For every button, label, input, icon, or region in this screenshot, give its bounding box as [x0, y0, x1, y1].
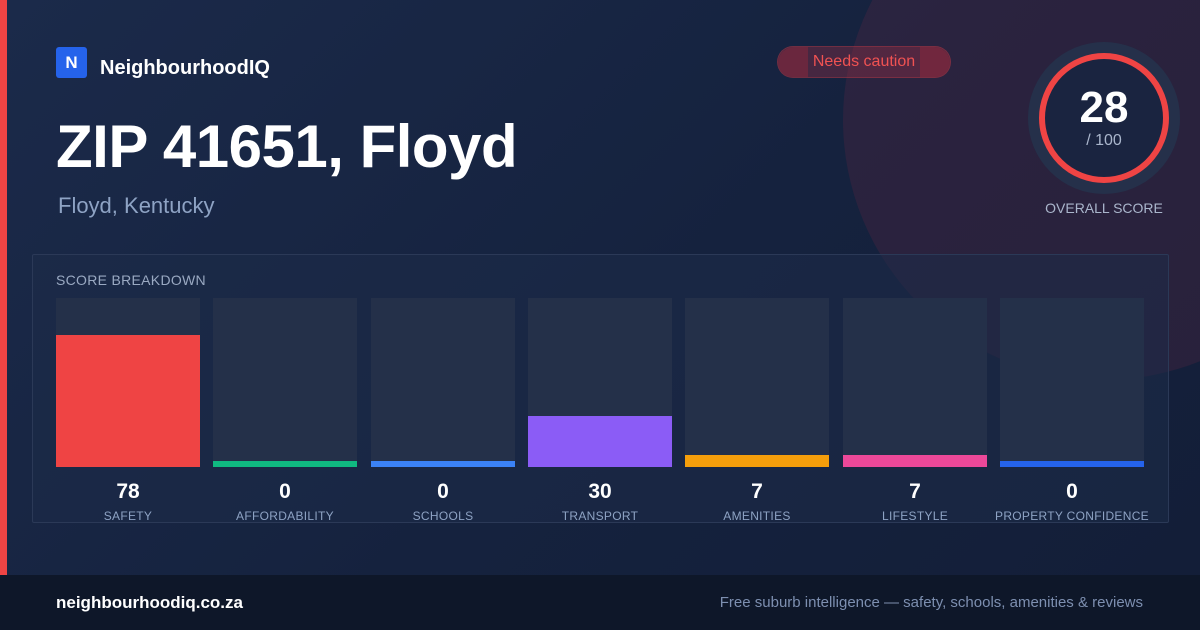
score-bar-value: 0 [437, 480, 449, 503]
score-bar-lifestyle: 7 LIFESTYLE [843, 298, 987, 523]
score-bar-amenities: 7 AMENITIES [685, 298, 829, 523]
score-breakdown-title: SCORE BREAKDOWN [56, 272, 206, 288]
score-bar-track [56, 298, 200, 467]
score-bar-track [528, 298, 672, 467]
score-bar-value: 78 [116, 480, 140, 503]
score-bar-fill [685, 455, 829, 467]
score-bar-fill [213, 461, 357, 467]
score-bar-track [371, 298, 515, 467]
page-title: ZIP 41651, Floyd [56, 113, 518, 180]
brand-logo-icon: N [56, 47, 87, 78]
overall-score-ring [1039, 53, 1169, 183]
score-bar-label: PROPERTY CONFIDENCE [995, 509, 1149, 523]
score-bar-label: LIFESTYLE [881, 509, 949, 523]
score-bar-affordability: 0 AFFORDABILITY [213, 298, 357, 523]
score-bar-fill [371, 461, 515, 467]
footer-tagline: Free suburb intelligence — safety, schoo… [719, 594, 1143, 611]
score-bar-label: TRANSPORT [561, 509, 639, 523]
overall-score-value: 28 [1079, 83, 1129, 132]
score-bar-label: AMENITIES [723, 509, 791, 523]
score-bar-track [685, 298, 829, 467]
score-bar-fill [56, 335, 200, 467]
score-bar-track [1000, 298, 1144, 467]
score-bar-value: 7 [909, 480, 921, 503]
score-bar-label: AFFORDABILITY [236, 509, 334, 523]
accent-strip [0, 0, 7, 575]
score-bar-fill [843, 455, 987, 467]
overall-score-max: / 100 [1086, 132, 1122, 149]
page-subtitle: Floyd, Kentucky [58, 193, 215, 218]
score-bar-value: 7 [751, 480, 763, 503]
score-bar-label: SAFETY [103, 509, 153, 523]
brand-name: NeighbourhoodIQ [100, 57, 270, 79]
score-bar-schools: 0 SCHOOLS [371, 298, 515, 523]
overall-score-label: OVERALL SCORE [1045, 200, 1163, 216]
score-bar-value: 0 [1066, 480, 1078, 503]
status-badge: Needs caution [777, 46, 951, 78]
score-bar-fill [528, 416, 672, 467]
status-badge-label: Needs caution [812, 53, 916, 70]
score-bar-track [213, 298, 357, 467]
score-bar-fill [1000, 461, 1144, 467]
score-bar-value: 30 [588, 480, 612, 503]
score-bar-safety: 78 SAFETY [56, 298, 200, 523]
score-bar-transport: 30 TRANSPORT [528, 298, 672, 523]
score-bar-track [843, 298, 987, 467]
score-bar-value: 0 [279, 480, 291, 503]
footer [0, 575, 1200, 630]
score-bar-label: SCHOOLS [412, 509, 474, 523]
score-bar-property-confidence: 0 PROPERTY CONFIDENCE [995, 298, 1149, 523]
brand: N NeighbourhoodIQ [56, 45, 270, 80]
footer-domain: neighbourhoodiq.co.za [56, 593, 243, 612]
